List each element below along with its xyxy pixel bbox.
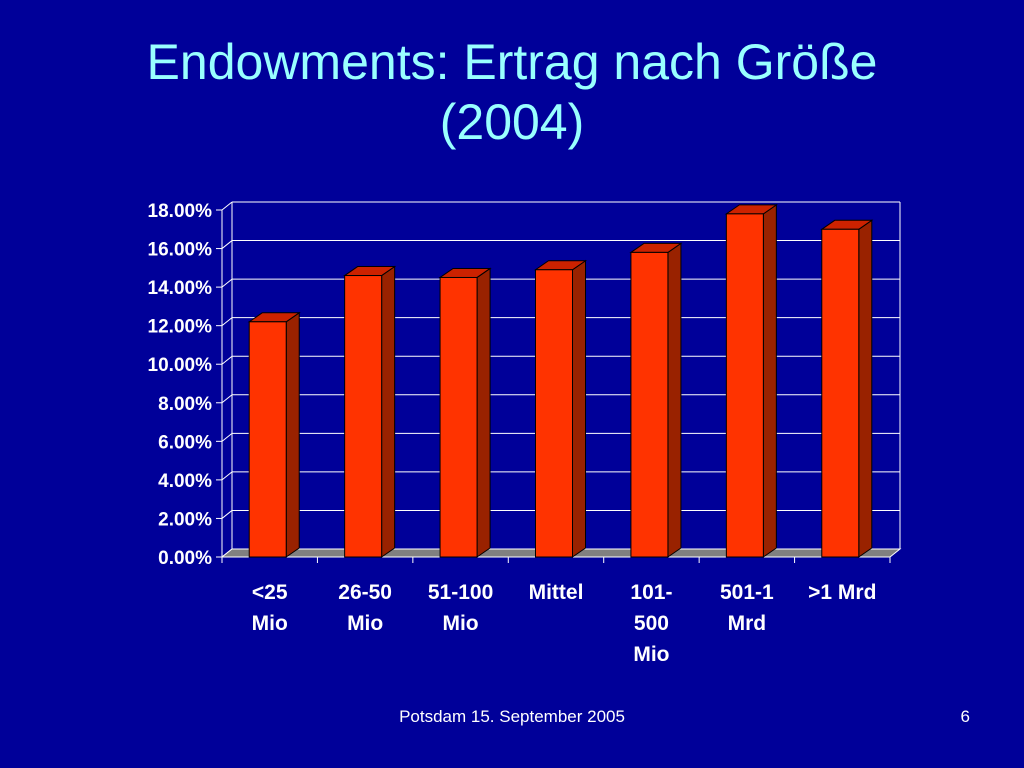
y-tick-label: 10.00% [148, 355, 213, 376]
x-tick-label-line: 101- [630, 581, 673, 604]
slide-title: Endowments: Ertrag nach Größe (2004) [0, 32, 1024, 152]
title-line-1: Endowments: Ertrag nach Größe [146, 34, 878, 90]
x-tick-label-line: Mio [633, 643, 670, 666]
page-number: 6 [960, 707, 970, 726]
x-tick-label-line: 500 [633, 612, 669, 635]
bar-side [667, 242, 682, 558]
x-tick-label-line: 51-100 [427, 581, 494, 604]
side-wall-gridline [221, 355, 233, 365]
x-tick-label: 101- 500 Mio [603, 577, 699, 670]
y-tick-label: 0.00% [158, 548, 212, 569]
title-line-2: (2004) [439, 94, 585, 150]
bar-side [476, 267, 491, 558]
x-tick-label: <25 Mio [222, 577, 318, 639]
x-tick-label: 51-100 Mio [413, 577, 509, 639]
x-tick-label: Mittel [508, 577, 604, 608]
x-tick-label-line: Mrd [727, 612, 767, 635]
x-tick-label-line: 26-50 [338, 581, 392, 604]
side-wall-gridline [221, 471, 233, 481]
side-wall-gridline [221, 240, 233, 249]
side-wall-gridline [221, 201, 233, 211]
y-tick-label: 12.00% [148, 317, 213, 338]
bar-side [858, 219, 873, 558]
bar-side [762, 203, 777, 558]
side-wall-gridline [221, 278, 233, 288]
bar [344, 275, 383, 558]
side-wall-gridline [221, 317, 233, 327]
y-tick-label: 14.00% [148, 278, 213, 299]
bar [725, 213, 764, 558]
bar-side [572, 259, 586, 558]
y-tick-label: 2.00% [158, 509, 212, 530]
x-tick-label-line: Mio [251, 612, 288, 635]
y-tick-label: 4.00% [158, 471, 212, 492]
footer-text: Potsdam 15. September 2005 [399, 707, 625, 726]
x-tick-label-line: 501-1 [719, 581, 774, 604]
side-wall-gridline [221, 432, 233, 442]
y-tick-label: 18.00% [148, 201, 213, 222]
x-tick-label-line: Mittel [528, 581, 584, 604]
bar-side [285, 311, 300, 558]
bar [535, 269, 573, 558]
bar [630, 251, 669, 558]
x-tick-label-line: <25 [251, 581, 288, 604]
y-tick-label: 8.00% [158, 394, 212, 415]
bar [821, 228, 860, 558]
bar [439, 276, 478, 558]
bar-side [381, 265, 396, 558]
x-tick-label-line: Mio [442, 612, 479, 635]
x-tick-label: >1 Mrd [794, 577, 890, 608]
x-tick-label-line: >1 Mrd [808, 581, 877, 604]
y-tick-label: 16.00% [148, 240, 213, 261]
side-wall-gridline [221, 510, 233, 519]
x-tick-label-line: Mio [347, 612, 384, 635]
x-tick-label: 26-50 Mio [317, 577, 413, 639]
x-tick-label: 501-1 Mrd [699, 577, 795, 639]
bar [248, 321, 287, 558]
side-wall-gridline [221, 394, 233, 404]
y-tick-label: 6.00% [158, 432, 212, 453]
